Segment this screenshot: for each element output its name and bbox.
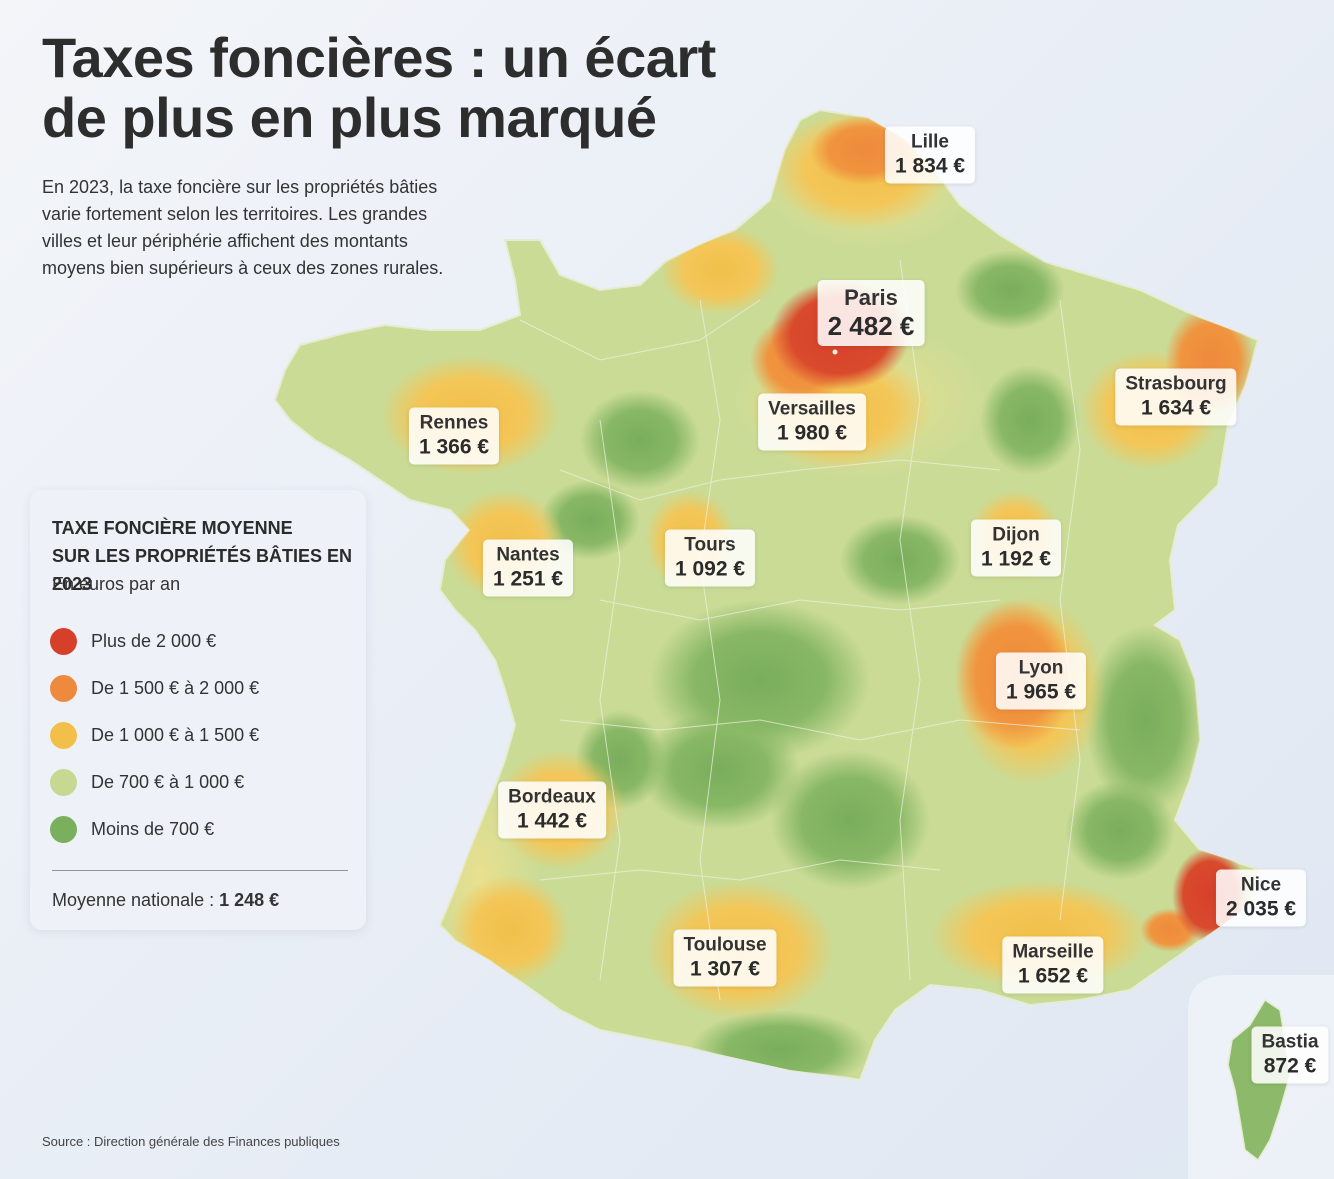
legend-item: De 1 500 € à 2 000 €	[50, 665, 259, 712]
city-value: 1 192 €	[980, 547, 1052, 571]
legend-label: De 1 500 € à 2 000 €	[91, 678, 260, 698]
city-value: 2 482 €	[827, 311, 915, 341]
intro-text: En 2023, la taxe foncière sur les propri…	[42, 177, 444, 278]
legend-swatch	[50, 769, 77, 796]
legend-item: De 1 000 € à 1 500 €	[50, 712, 259, 759]
city-name: Versailles	[768, 398, 856, 420]
legend-divider	[52, 870, 348, 871]
legend-swatch	[50, 628, 77, 655]
legend-title-line-1: TAXE FONCIÈRE MOYENNE	[52, 518, 293, 538]
city-label-toulouse: Toulouse 1 307 €	[673, 929, 777, 987]
city-name: Toulouse	[683, 934, 767, 956]
city-value: 1 251 €	[492, 567, 564, 591]
city-value: 1 965 €	[1005, 680, 1077, 704]
legend-unit: En euros par an	[52, 574, 181, 594]
legend-panel: TAXE FONCIÈRE MOYENNE SUR LES PROPRIÉTÉS…	[30, 490, 366, 930]
city-label-lyon: Lyon 1 965 €	[995, 652, 1087, 710]
legend-item: Moins de 700 €	[50, 806, 259, 853]
city-label-versailles: Versailles 1 980 €	[758, 393, 866, 451]
city-label-nice: Nice 2 035 €	[1215, 869, 1307, 927]
national-average-value: 1 248 €	[219, 890, 280, 910]
city-label-paris: Paris 2 482 €	[817, 280, 925, 346]
city-value: 1 652 €	[1017, 964, 1089, 988]
city-name: Lille	[910, 131, 950, 153]
legend-swatch	[50, 816, 77, 843]
city-value: 1 307 €	[689, 957, 761, 981]
city-value: 1 366 €	[418, 435, 490, 459]
city-label-marseille: Marseille 1 652 €	[1002, 936, 1104, 994]
legend-swatch	[50, 675, 77, 702]
city-name: Paris	[844, 285, 898, 310]
legend-title-line-2: SUR LES PROPRIÉTÉS BÂTIES EN 2023	[52, 546, 353, 594]
city-label-bastia: Bastia 872 €	[1251, 1026, 1329, 1084]
city-name: Marseille	[1012, 941, 1094, 963]
city-name: Lyon	[1018, 657, 1064, 679]
legend-item: Plus de 2 000 €	[50, 618, 259, 665]
city-name: Nice	[1240, 874, 1282, 896]
city-name: Nantes	[496, 544, 560, 566]
legend-items: Plus de 2 000 € De 1 500 € à 2 000 € De …	[50, 618, 259, 853]
legend-label: De 1 000 € à 1 500 €	[91, 725, 260, 745]
city-label-strasbourg: Strasbourg 1 634 €	[1115, 368, 1237, 426]
marker-paris	[832, 349, 838, 355]
city-name: Bordeaux	[508, 786, 596, 808]
legend-title: TAXE FONCIÈRE MOYENNE SUR LES PROPRIÉTÉS…	[52, 514, 366, 598]
city-value: 1 442 €	[516, 809, 588, 833]
city-label-nantes: Nantes 1 251 €	[482, 539, 574, 597]
legend-item: De 700 € à 1 000 €	[50, 759, 259, 806]
national-average: Moyenne nationale : 1 248 €	[52, 890, 279, 911]
legend-label: Plus de 2 000 €	[91, 631, 217, 651]
city-name: Strasbourg	[1125, 373, 1227, 395]
legend-label: De 700 € à 1 000 €	[91, 772, 245, 792]
city-label-rennes: Rennes 1 366 €	[408, 407, 500, 465]
city-value: 1 634 €	[1140, 396, 1212, 420]
title-line-1: Taxes foncières : un écart	[42, 26, 716, 89]
national-average-label: Moyenne nationale :	[52, 890, 220, 910]
title-line-2: de plus en plus marqué	[42, 86, 657, 149]
city-value: 1 834 €	[894, 154, 966, 178]
city-label-bordeaux: Bordeaux 1 442 €	[498, 781, 606, 839]
city-label-lille: Lille 1 834 €	[884, 126, 976, 184]
city-value: 1 980 €	[776, 421, 848, 445]
city-name: Bastia	[1261, 1031, 1319, 1053]
city-label-tours: Tours 1 092 €	[664, 529, 756, 587]
city-value: 1 092 €	[674, 557, 746, 581]
source-note: Source : Direction générale des Finances…	[42, 1134, 340, 1149]
map-title: Taxes foncières : un écart de plus en pl…	[42, 28, 716, 148]
city-name: Rennes	[419, 412, 489, 434]
city-value: 872 €	[1263, 1054, 1317, 1078]
city-name: Dijon	[992, 524, 1040, 546]
city-label-dijon: Dijon 1 192 €	[970, 519, 1062, 577]
legend-swatch	[50, 722, 77, 749]
city-name: Tours	[684, 534, 736, 556]
legend-label: Moins de 700 €	[91, 819, 215, 839]
city-value: 2 035 €	[1225, 897, 1297, 921]
